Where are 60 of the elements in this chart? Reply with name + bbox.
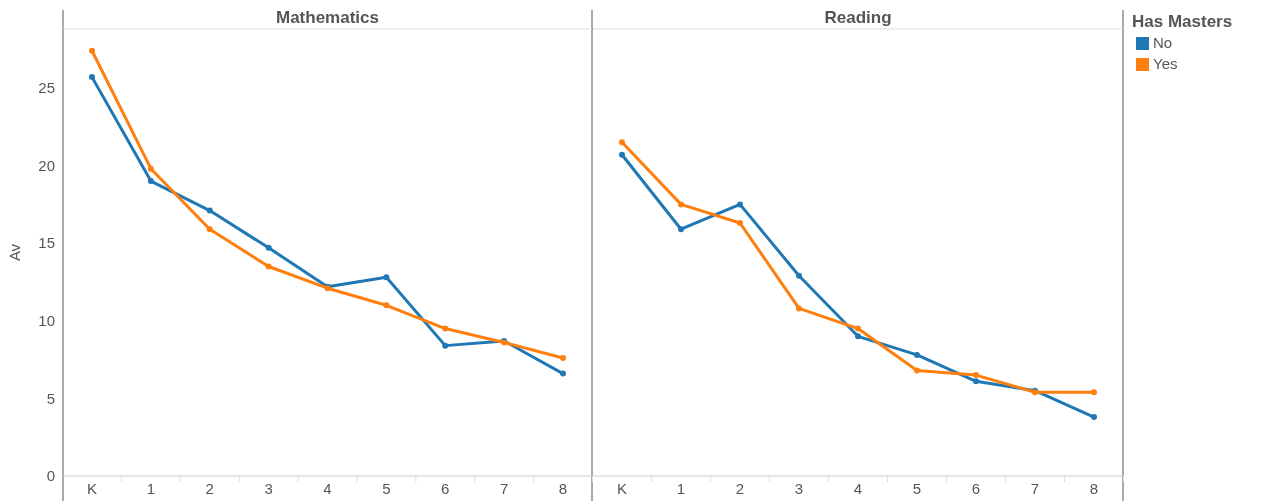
legend-label: Yes [1153,55,1178,72]
point [796,305,802,312]
point [265,263,272,270]
point [973,372,979,379]
x-tick-label: 7 [499,480,509,497]
legend-label: No [1153,34,1173,51]
point [442,325,449,332]
y-tick-label: 10 [38,312,55,330]
point [147,178,154,185]
x-tick-label: 2 [205,480,214,497]
x-tick-label: 1 [146,480,156,497]
x-tick-label: 1 [676,480,686,497]
x-tick-label: 2 [735,480,745,497]
point [560,370,566,377]
point [147,165,154,172]
point [619,139,625,146]
point [442,342,449,349]
point [206,207,213,214]
x-tick-label: 7 [1030,480,1040,497]
y-tick-label: 15 [38,234,55,252]
x-tick-label: K [86,480,98,497]
x-tick-label: 4 [853,480,863,497]
point [796,272,802,279]
y-tick-label: 20 [38,156,55,174]
point [678,226,684,233]
point [383,274,390,281]
y-tick-label: 25 [38,79,55,97]
point [737,201,743,208]
point [914,351,920,358]
x-tick-label: 8 [1089,480,1099,497]
point [1091,389,1097,396]
chart-title: Mathematics [276,8,379,27]
y-tick-label: 0 [46,467,55,485]
chart-title: Reading [824,8,892,27]
x-tick-label: 3 [264,480,273,497]
point [89,74,95,81]
point [678,201,684,208]
y-tick-label: 5 [46,389,55,407]
x-tick-label: 8 [558,480,568,497]
point [89,47,95,54]
point [1091,414,1097,421]
point [737,220,743,227]
x-tick-label: 5 [382,480,391,497]
point [855,325,861,332]
x-tick-label: K [616,480,628,497]
x-tick-label: 6 [971,480,981,497]
point [383,302,390,309]
point [560,355,566,362]
x-tick-label: 3 [794,480,804,497]
x-tick-label: 6 [441,480,450,497]
x-tick-label: 5 [912,480,922,497]
point [206,226,213,233]
point [619,151,625,158]
point [855,333,861,340]
point [914,367,920,374]
legend-title: Has Masters [1132,12,1233,31]
point [973,378,979,385]
point [265,244,272,251]
y-axis-title: Av [6,243,23,262]
x-tick-label: 4 [323,480,332,497]
